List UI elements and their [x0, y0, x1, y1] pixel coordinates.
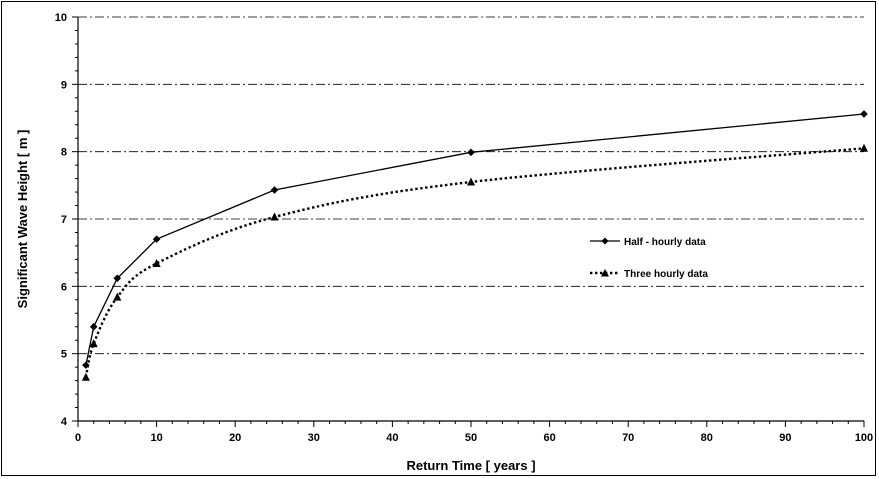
y-tick-label: 8	[61, 147, 67, 159]
data-point-half-hourly	[270, 186, 279, 194]
gridlines	[78, 16, 864, 355]
x-tick-label: 70	[622, 432, 634, 444]
x-tick-label: 100	[855, 432, 873, 444]
y-tick-label: 6	[61, 281, 67, 293]
x-tick-label: 40	[386, 432, 398, 444]
data-point-half-hourly	[113, 274, 122, 283]
y-tick-label: 9	[61, 79, 67, 91]
data-point-half-hourly	[152, 235, 161, 243]
x-tick-label: 50	[465, 432, 477, 444]
x-tick-label: 90	[779, 432, 791, 444]
y-tick-label: 4	[61, 416, 68, 428]
legend-label-half-hourly: Half - hourly data	[624, 237, 706, 248]
x-tick-label: 80	[701, 432, 713, 444]
y-axis-title: Significant Wave Height [ m ]	[15, 130, 30, 309]
data-point-half-hourly	[860, 110, 868, 118]
data-point-three-hourly	[270, 212, 279, 221]
y-tick-label: 10	[55, 12, 67, 24]
data-point-three-hourly	[152, 258, 161, 267]
data-point-three-hourly	[113, 292, 122, 301]
x-axis-title: Return Time [ years ]	[406, 458, 535, 473]
data-point-three-hourly	[81, 372, 90, 381]
x-tick-label: 0	[75, 432, 81, 444]
legend-marker-half-hourly	[601, 237, 609, 245]
y-tick-label: 5	[61, 349, 67, 361]
x-tick-label: 60	[543, 432, 555, 444]
data-point-half-hourly	[467, 148, 475, 157]
data-point-three-hourly	[860, 143, 868, 152]
x-tick-label: 20	[229, 432, 241, 444]
legend-label-three-hourly: Three hourly data	[624, 269, 708, 280]
series-line-three-hourly	[84, 147, 865, 378]
legend: Half - hourly data Three hourly data	[590, 237, 708, 280]
series-group	[81, 110, 868, 381]
x-tick-label: 10	[150, 432, 162, 444]
y-tick-label: 7	[61, 214, 67, 226]
legend-marker-three-hourly	[601, 269, 609, 277]
x-tick-label: 30	[308, 432, 320, 444]
data-point-half-hourly	[89, 322, 98, 331]
data-point-three-hourly	[89, 339, 98, 348]
data-point-three-hourly	[467, 177, 475, 186]
